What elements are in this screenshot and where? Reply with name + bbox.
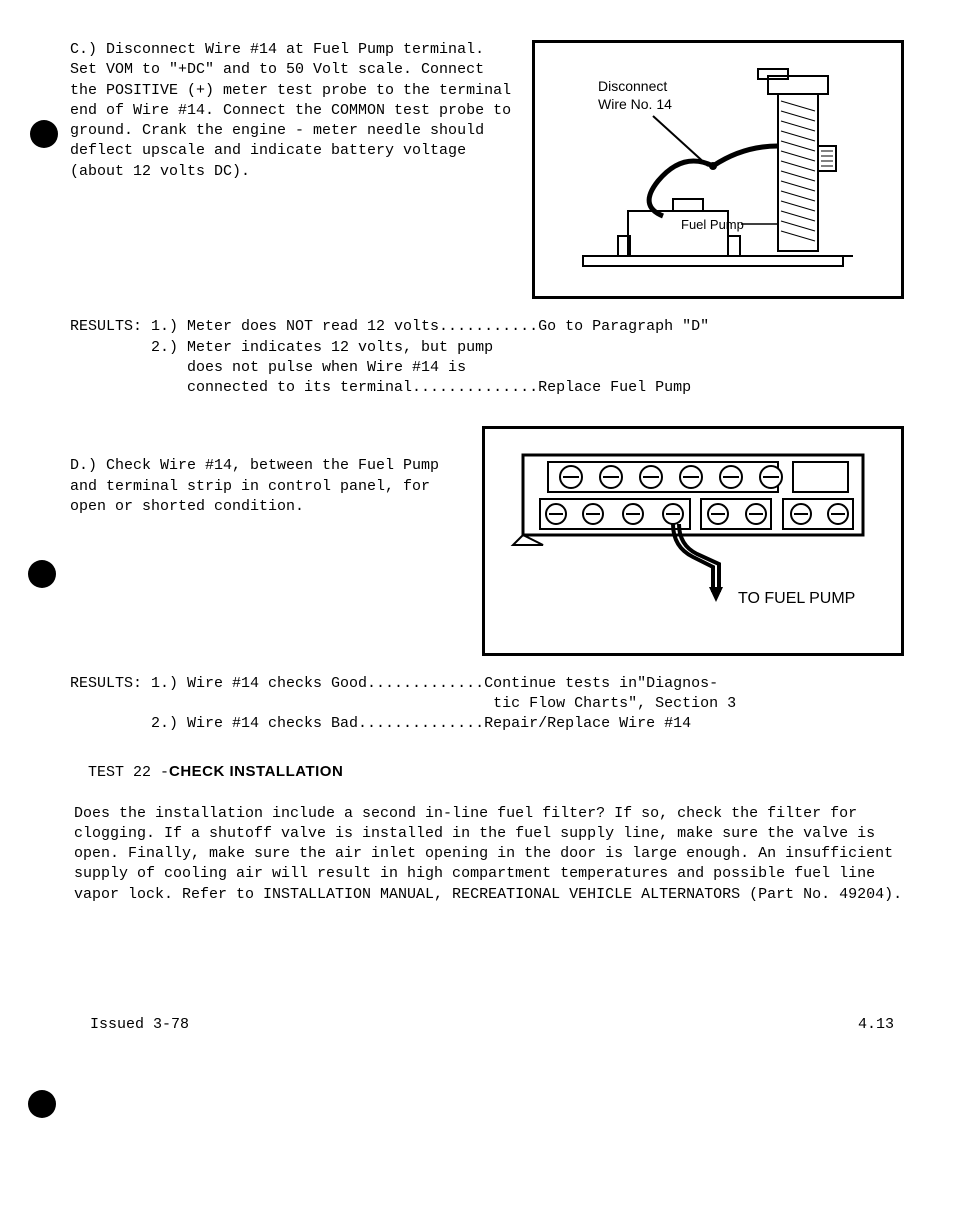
test22-body: Does the installation include a second i…	[74, 804, 904, 905]
section-d-text: D.) Check Wire #14, between the Fuel Pum…	[70, 456, 470, 517]
footer-issued: Issued 3-78	[90, 1015, 189, 1035]
test22-heading: TEST 22 -CHECK INSTALLATION	[88, 762, 904, 783]
punch-dot	[30, 120, 58, 148]
test22-prefix: TEST 22 -	[88, 764, 169, 781]
punch-dot	[28, 1090, 56, 1118]
section-c: C.) Disconnect Wire #14 at Fuel Pump ter…	[70, 40, 904, 299]
figure-terminal-strip: TO FUEL PUMP	[482, 426, 904, 655]
section-d: D.) Check Wire #14, between the Fuel Pum…	[70, 426, 904, 655]
page-footer: Issued 3-78 4.13	[70, 1015, 904, 1035]
test22-title: CHECK INSTALLATION	[169, 763, 343, 780]
results-c: RESULTS: 1.) Meter does NOT read 12 volt…	[70, 317, 904, 398]
punch-dot	[28, 560, 56, 588]
figure-fuel-pump: Disconnect Wire No. 14 Fuel Pump	[532, 40, 904, 299]
fig-label-fuelpump: Fuel Pump	[681, 217, 744, 232]
fig-label-to-fuel-pump: TO FUEL PUMP	[738, 590, 855, 607]
footer-page: 4.13	[858, 1015, 894, 1035]
results-d: RESULTS: 1.) Wire #14 checks Good.......…	[70, 674, 904, 735]
fig-label-disconnect: Disconnect	[598, 78, 667, 94]
fig-label-wire14: Wire No. 14	[598, 96, 672, 112]
section-c-text: C.) Disconnect Wire #14 at Fuel Pump ter…	[70, 40, 520, 182]
